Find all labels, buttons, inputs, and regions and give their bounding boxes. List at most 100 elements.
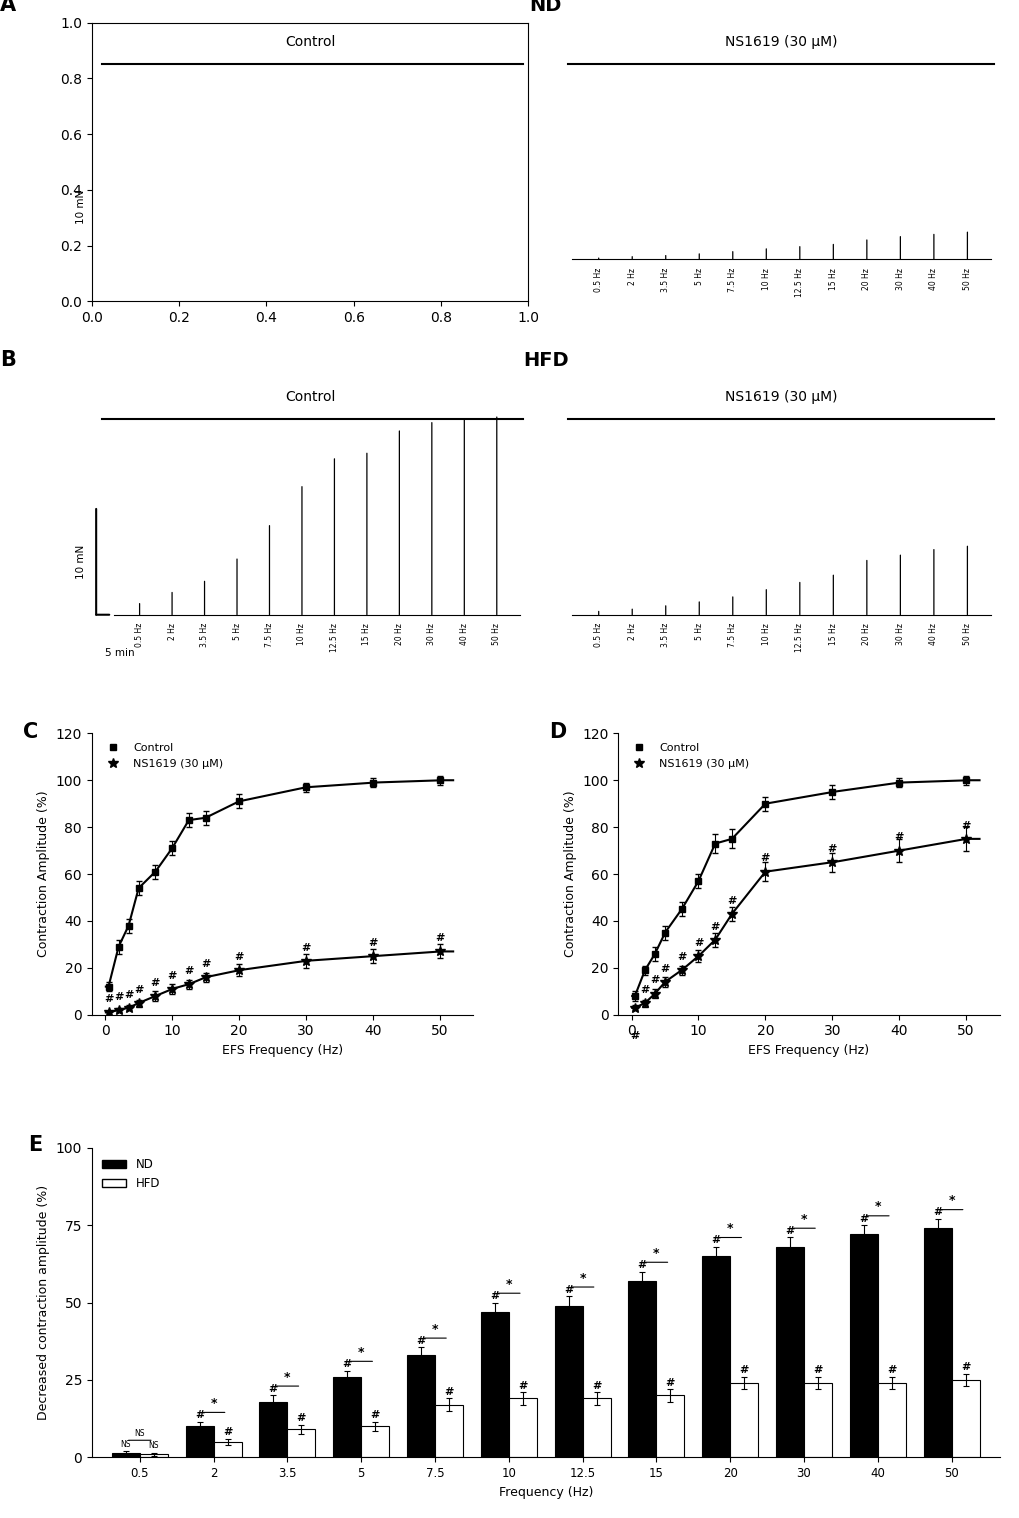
Bar [803, 1383, 832, 1457]
Text: #: # [711, 1236, 720, 1245]
Text: 12.5 Hz: 12.5 Hz [329, 267, 338, 298]
Text: 2 Hz: 2 Hz [627, 622, 636, 641]
Text: #: # [710, 921, 719, 932]
Text: #: # [133, 985, 144, 994]
Text: #: # [677, 952, 686, 962]
Text: *: * [431, 1322, 438, 1336]
Text: #: # [268, 1384, 278, 1394]
Bar [877, 1383, 905, 1457]
Bar [434, 1404, 463, 1457]
Text: #: # [368, 938, 377, 947]
Text: 20 Hz: 20 Hz [394, 622, 404, 645]
Text: 10 Hz: 10 Hz [298, 622, 306, 645]
Bar [112, 1453, 140, 1457]
Bar [922, 1228, 951, 1457]
Text: NS1619 (30 μM): NS1619 (30 μM) [725, 35, 837, 49]
Text: #: # [760, 853, 769, 864]
Text: #: # [826, 844, 837, 855]
Text: 0.5 Hz: 0.5 Hz [594, 267, 602, 291]
Bar [730, 1383, 757, 1457]
Text: #: # [167, 970, 176, 981]
Text: #: # [693, 938, 702, 947]
Text: 0.5 Hz: 0.5 Hz [135, 267, 144, 291]
Text: #: # [785, 1227, 794, 1236]
Text: 5 min: 5 min [105, 648, 135, 659]
Text: 5 Hz: 5 Hz [232, 267, 242, 285]
Text: #: # [894, 832, 903, 842]
Text: ND: ND [529, 0, 561, 15]
Text: 2 Hz: 2 Hz [627, 267, 636, 285]
Text: 0.5 Hz: 0.5 Hz [594, 622, 602, 648]
Text: 40 Hz: 40 Hz [460, 267, 469, 290]
Text: *: * [948, 1195, 954, 1207]
Text: C: C [23, 723, 39, 742]
Text: 50 Hz: 50 Hz [492, 267, 500, 290]
Text: #: # [637, 1260, 646, 1271]
Y-axis label: Contraction Amplitude (%): Contraction Amplitude (%) [37, 791, 50, 958]
Bar [849, 1234, 877, 1457]
Text: 50 Hz: 50 Hz [492, 622, 500, 645]
Text: 15 Hz: 15 Hz [828, 267, 837, 290]
Text: 12.5 Hz: 12.5 Hz [795, 267, 804, 298]
Legend: Control, NS1619 (30 μM): Control, NS1619 (30 μM) [623, 739, 753, 773]
Text: 3.5 Hz: 3.5 Hz [660, 622, 669, 648]
Text: *: * [284, 1371, 290, 1383]
Text: #: # [665, 1378, 675, 1387]
Bar [582, 1398, 610, 1457]
Text: *: * [873, 1201, 880, 1213]
Text: *: * [579, 1272, 585, 1284]
Text: 20 Hz: 20 Hz [861, 267, 870, 290]
Text: #: # [104, 994, 113, 1005]
Text: #: # [630, 1031, 639, 1041]
Text: #: # [114, 991, 123, 1002]
Text: #: # [201, 959, 210, 968]
Bar [508, 1398, 536, 1457]
Text: 5 Hz: 5 Hz [232, 622, 242, 641]
Text: #: # [591, 1381, 601, 1390]
Text: #: # [301, 943, 311, 953]
Text: #: # [932, 1207, 942, 1217]
Bar [656, 1395, 684, 1457]
Text: #: # [960, 1362, 969, 1372]
Bar [287, 1430, 315, 1457]
Text: 10 mN: 10 mN [75, 190, 86, 223]
Text: *: * [727, 1222, 733, 1236]
Text: #: # [184, 965, 194, 976]
Text: #: # [650, 976, 659, 985]
Text: *: * [358, 1346, 364, 1359]
Text: 12.5 Hz: 12.5 Hz [329, 622, 338, 653]
Text: Control: Control [284, 35, 335, 49]
Bar [361, 1427, 389, 1457]
X-axis label: Frequency (Hz): Frequency (Hz) [498, 1486, 592, 1498]
Text: #: # [195, 1410, 204, 1421]
Text: 20 Hz: 20 Hz [394, 267, 404, 290]
Text: Control: Control [284, 390, 335, 404]
Text: 5 Hz: 5 Hz [694, 622, 703, 641]
Text: #: # [416, 1336, 425, 1346]
Text: #: # [812, 1365, 822, 1375]
Text: 2 Hz: 2 Hz [167, 622, 176, 641]
Bar [951, 1380, 978, 1457]
Bar [333, 1377, 361, 1457]
Text: #: # [234, 952, 244, 962]
Text: #: # [123, 990, 133, 999]
Text: *: * [210, 1397, 217, 1410]
Bar [213, 1442, 242, 1457]
Text: 10 Hz: 10 Hz [761, 622, 770, 645]
Bar [701, 1255, 730, 1457]
Text: E: E [29, 1135, 43, 1155]
Text: 30 Hz: 30 Hz [895, 267, 904, 290]
Bar [407, 1356, 434, 1457]
Text: 3.5 Hz: 3.5 Hz [200, 267, 209, 291]
Text: 20 Hz: 20 Hz [861, 622, 870, 645]
Text: 10 Hz: 10 Hz [761, 267, 770, 290]
Text: 15 Hz: 15 Hz [828, 622, 837, 645]
Bar [775, 1246, 803, 1457]
Text: 10 mN: 10 mN [75, 545, 86, 578]
Text: 7.5 Hz: 7.5 Hz [265, 622, 274, 648]
Text: 40 Hz: 40 Hz [928, 267, 937, 290]
Text: 3.5 Hz: 3.5 Hz [660, 267, 669, 291]
Text: 15 Hz: 15 Hz [362, 622, 371, 645]
Text: *: * [652, 1246, 659, 1260]
Text: 30 Hz: 30 Hz [427, 622, 436, 645]
